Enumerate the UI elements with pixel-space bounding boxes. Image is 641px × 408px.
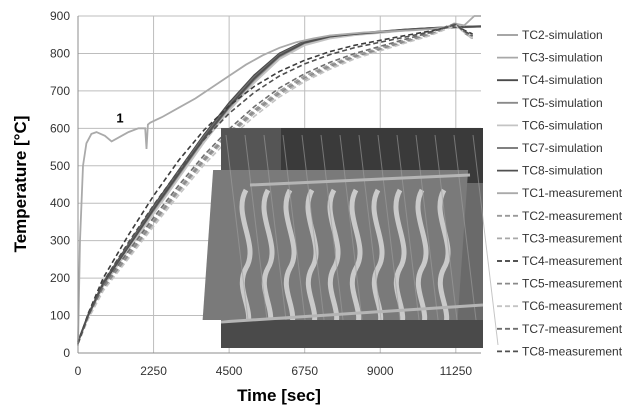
y-axis-title: Temperature [°C]	[11, 116, 30, 253]
series-line-tc5-measurement	[77, 23, 474, 344]
legend-label: TC7-measurement	[522, 322, 623, 336]
x-tick-label: 0	[75, 364, 82, 378]
legend-label: TC7-simulation	[522, 141, 603, 155]
legend-label: TC2-simulation	[522, 28, 603, 42]
y-tick-label: 800	[50, 46, 70, 60]
y-tick-label: 200	[50, 271, 70, 285]
legend-label: TC5-simulation	[522, 96, 603, 110]
annotation-label: 1	[116, 111, 123, 126]
legend-label: TC3-measurement	[522, 231, 623, 245]
legend-label: TC2-measurement	[522, 209, 623, 223]
series-line-tc1-measurement	[77, 15, 481, 346]
axes	[77, 16, 481, 354]
series-line-tc6-measurement	[77, 24, 474, 344]
inset-photo	[202, 128, 499, 348]
series-line-tc3-measurement	[77, 24, 474, 344]
y-tick-label: 700	[50, 84, 70, 98]
y-tick-label: 900	[50, 9, 70, 23]
series-lines	[77, 15, 482, 346]
x-tick-label: 4500	[216, 364, 243, 378]
y-tick-label: 300	[50, 234, 70, 248]
series-line-tc8-measurement	[77, 23, 473, 344]
y-tick-label: 100	[50, 309, 70, 323]
legend-label: TC4-measurement	[522, 254, 623, 268]
x-tick-label: 11250	[440, 364, 473, 378]
legend-label: TC6-measurement	[522, 299, 623, 313]
annotations: 1	[116, 111, 123, 126]
x-tick-label: 2250	[140, 364, 167, 378]
legend: TC2-simulation TC3-simulation TC4-simulati…	[497, 28, 623, 358]
y-tick-label: 0	[63, 346, 70, 360]
legend-label: TC8-simulation	[522, 164, 603, 178]
x-tick-label: 6750	[291, 364, 318, 378]
legend-label: TC8-measurement	[522, 344, 623, 358]
legend-label: TC4-simulation	[522, 73, 603, 87]
y-tick-label: 600	[50, 121, 70, 135]
y-tick-label: 400	[50, 196, 70, 210]
y-tick-label: 500	[50, 159, 70, 173]
x-tick-label: 9000	[367, 364, 394, 378]
x-axis-title: Time [sec]	[237, 386, 321, 405]
legend-label: TC6-simulation	[522, 118, 603, 132]
legend-label: TC5-measurement	[522, 277, 623, 291]
legend-label: TC1-measurement	[522, 186, 623, 200]
legend-label: TC3-simulation	[522, 51, 603, 65]
